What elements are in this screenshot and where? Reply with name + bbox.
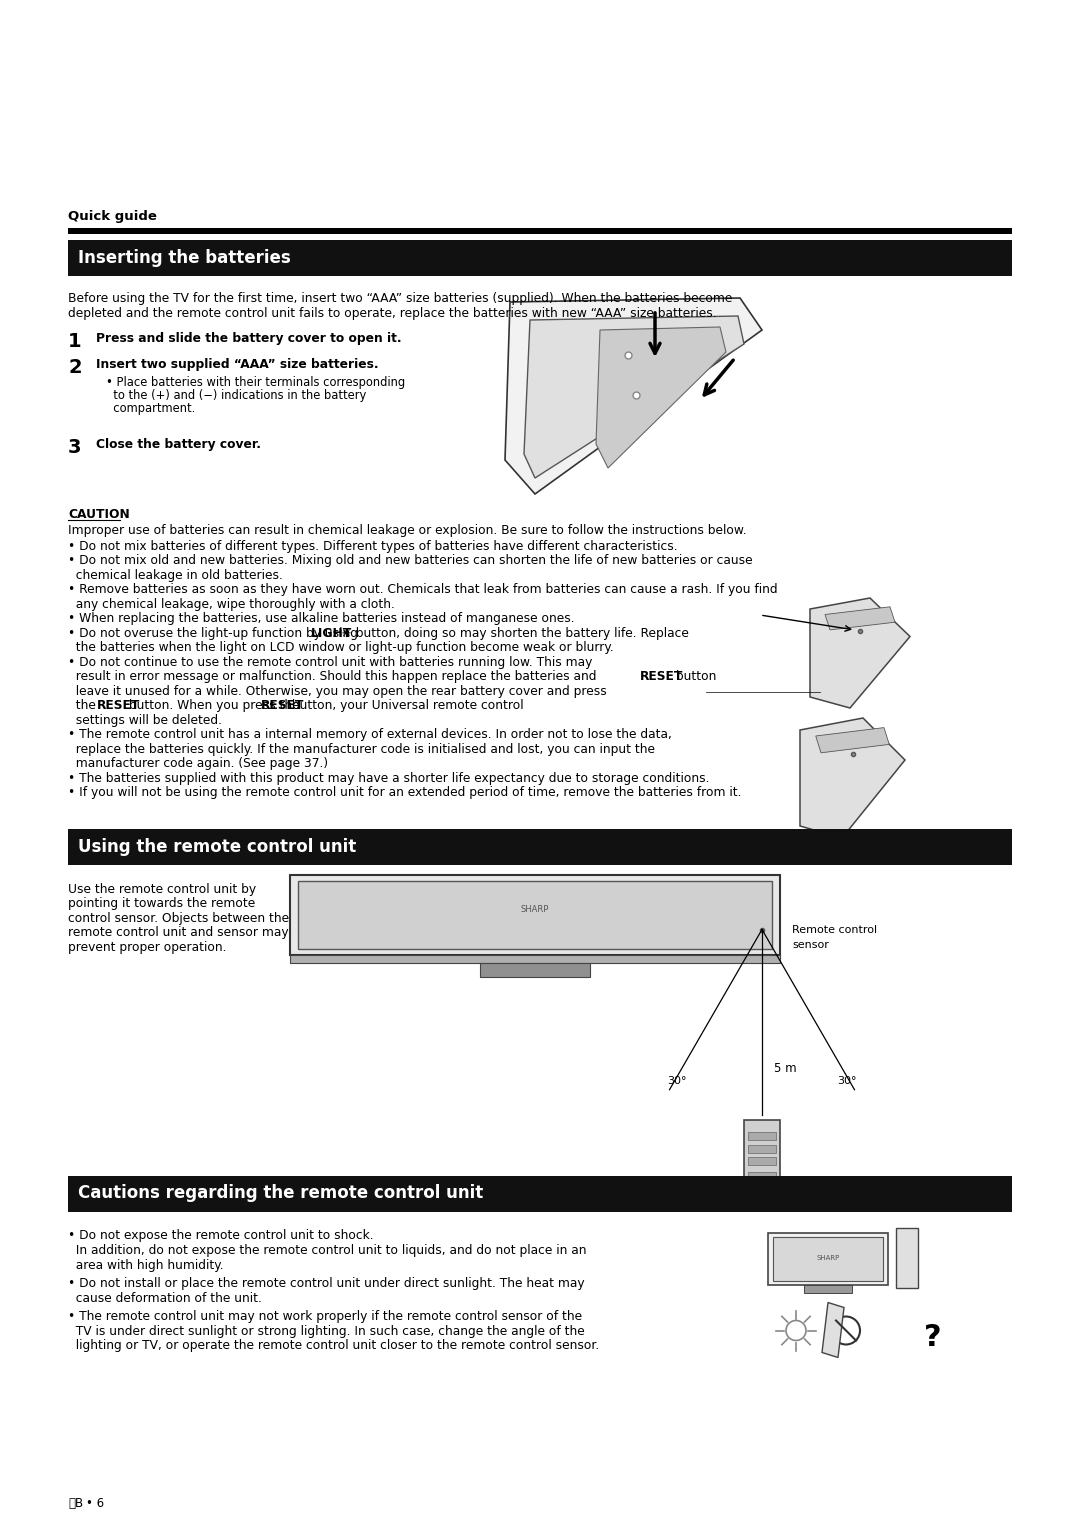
Text: 2: 2 bbox=[68, 358, 82, 377]
Bar bbox=[748, 1144, 777, 1152]
Text: sensor: sensor bbox=[792, 940, 828, 949]
Text: Using the remote control unit: Using the remote control unit bbox=[78, 837, 356, 856]
Circle shape bbox=[832, 1317, 860, 1345]
Text: LIGHT: LIGHT bbox=[310, 626, 352, 640]
Bar bbox=[68, 828, 1012, 865]
Text: settings will be deleted.: settings will be deleted. bbox=[68, 714, 222, 726]
Bar bbox=[68, 228, 1012, 234]
Text: depleted and the remote control unit fails to operate, replace the batteries wit: depleted and the remote control unit fai… bbox=[68, 307, 717, 319]
Text: the: the bbox=[68, 698, 99, 712]
Text: In addition, do not expose the remote control unit to liquids, and do not place : In addition, do not expose the remote co… bbox=[68, 1244, 586, 1258]
Text: Insert two supplied “AAA” size batteries.: Insert two supplied “AAA” size batteries… bbox=[96, 358, 379, 371]
Text: • Do not overuse the light-up function by using: • Do not overuse the light-up function b… bbox=[68, 626, 362, 640]
Bar bbox=[68, 240, 1012, 277]
Text: RESET: RESET bbox=[97, 698, 140, 712]
Text: compartment.: compartment. bbox=[106, 402, 195, 416]
Text: • Do not continue to use the remote control unit with batteries running low. Thi: • Do not continue to use the remote cont… bbox=[68, 656, 592, 669]
Text: leave it unused for a while. Otherwise, you may open the rear battery cover and : leave it unused for a while. Otherwise, … bbox=[68, 685, 607, 697]
Text: • Remove batteries as soon as they have worn out. Chemicals that leak from batte: • Remove batteries as soon as they have … bbox=[68, 584, 778, 596]
Text: • Do not mix old and new batteries. Mixing old and new batteries can shorten the: • Do not mix old and new batteries. Mixi… bbox=[68, 555, 753, 567]
Text: 30°: 30° bbox=[837, 1076, 856, 1086]
Text: ?: ? bbox=[924, 1323, 942, 1352]
Text: 3: 3 bbox=[68, 439, 81, 457]
Text: prevent proper operation.: prevent proper operation. bbox=[68, 941, 227, 953]
Text: • When replacing the batteries, use alkaline batteries instead of manganese ones: • When replacing the batteries, use alka… bbox=[68, 613, 575, 625]
Text: RESET: RESET bbox=[640, 669, 684, 683]
Text: cause deformation of the unit.: cause deformation of the unit. bbox=[68, 1291, 261, 1305]
Text: 1: 1 bbox=[68, 332, 82, 351]
Text: 30°: 30° bbox=[667, 1076, 687, 1086]
Text: any chemical leakage, wipe thoroughly with a cloth.: any chemical leakage, wipe thoroughly wi… bbox=[68, 597, 395, 611]
Polygon shape bbox=[524, 316, 744, 478]
Text: • The remote control unit has a internal memory of external devices. In order no: • The remote control unit has a internal… bbox=[68, 727, 672, 741]
Text: Quick guide: Quick guide bbox=[68, 209, 157, 223]
Polygon shape bbox=[800, 718, 905, 837]
Text: manufacturer code again. (See page 37.): manufacturer code again. (See page 37.) bbox=[68, 756, 328, 770]
Text: • Do not mix batteries of different types. Different types of batteries have dif: • Do not mix batteries of different type… bbox=[68, 539, 677, 553]
Polygon shape bbox=[822, 1302, 843, 1357]
Bar bbox=[744, 1120, 780, 1199]
Text: Improper use of batteries can result in chemical leakage or explosion. Be sure t: Improper use of batteries can result in … bbox=[68, 524, 746, 536]
Polygon shape bbox=[810, 597, 910, 707]
Text: button: button bbox=[672, 669, 716, 683]
Text: • 6: • 6 bbox=[86, 1497, 104, 1510]
Text: replace the batteries quickly. If the manufacturer code is initialised and lost,: replace the batteries quickly. If the ma… bbox=[68, 743, 654, 755]
Text: area with high humidity.: area with high humidity. bbox=[68, 1259, 224, 1271]
Bar bbox=[748, 1172, 777, 1180]
Text: 5 m: 5 m bbox=[774, 1062, 797, 1074]
Polygon shape bbox=[825, 607, 895, 630]
Bar bbox=[68, 1175, 1012, 1212]
Text: Inserting the batteries: Inserting the batteries bbox=[78, 249, 291, 267]
Polygon shape bbox=[815, 727, 889, 753]
Text: • The remote control unit may not work properly if the remote control sensor of : • The remote control unit may not work p… bbox=[68, 1309, 582, 1323]
Text: pointing it towards the remote: pointing it towards the remote bbox=[68, 897, 255, 911]
Bar bbox=[748, 1184, 777, 1192]
Text: • The batteries supplied with this product may have a shorter life expectancy du: • The batteries supplied with this produ… bbox=[68, 772, 710, 784]
Text: • Place batteries with their terminals corresponding: • Place batteries with their terminals c… bbox=[106, 376, 405, 390]
Text: button, your Universal remote control: button, your Universal remote control bbox=[288, 698, 524, 712]
Bar bbox=[291, 874, 780, 955]
Text: lighting or TV, or operate the remote control unit closer to the remote control : lighting or TV, or operate the remote co… bbox=[68, 1339, 599, 1352]
Text: Cautions regarding the remote control unit: Cautions regarding the remote control un… bbox=[78, 1184, 483, 1203]
Text: Before using the TV for the first time, insert two “AAA” size batteries (supplie: Before using the TV for the first time, … bbox=[68, 292, 732, 306]
Bar bbox=[748, 1157, 777, 1164]
Text: SHARP: SHARP bbox=[521, 905, 550, 914]
Bar bbox=[773, 1236, 883, 1280]
Text: • Do not expose the remote control unit to shock.: • Do not expose the remote control unit … bbox=[68, 1230, 374, 1242]
Text: the batteries when the light on LCD window or light-up function become weak or b: the batteries when the light on LCD wind… bbox=[68, 642, 613, 654]
Text: remote control unit and sensor may: remote control unit and sensor may bbox=[68, 926, 288, 940]
Polygon shape bbox=[596, 327, 726, 468]
Circle shape bbox=[786, 1320, 806, 1340]
Text: Use the remote control unit by: Use the remote control unit by bbox=[68, 883, 256, 895]
Text: chemical leakage in old batteries.: chemical leakage in old batteries. bbox=[68, 568, 283, 582]
Bar bbox=[768, 1233, 888, 1285]
Bar bbox=[298, 880, 772, 949]
Text: to the (+) and (−) indications in the battery: to the (+) and (−) indications in the ba… bbox=[106, 390, 366, 402]
Text: result in error message or malfunction. Should this happen replace the batteries: result in error message or malfunction. … bbox=[68, 669, 596, 683]
Bar bbox=[480, 963, 590, 976]
Text: ☀ button, doing so may shorten the battery life. Replace: ☀ button, doing so may shorten the batte… bbox=[337, 626, 689, 640]
Text: button. When you press the: button. When you press the bbox=[124, 698, 303, 712]
Bar bbox=[896, 1227, 918, 1288]
Text: • If you will not be using the remote control unit for an extended period of tim: • If you will not be using the remote co… bbox=[68, 785, 742, 799]
Text: Close the battery cover.: Close the battery cover. bbox=[96, 439, 261, 451]
Text: Remote control: Remote control bbox=[792, 924, 877, 935]
Bar bbox=[748, 1132, 777, 1140]
Bar bbox=[291, 955, 780, 963]
Text: • Do not install or place the remote control unit under direct sunlight. The hea: • Do not install or place the remote con… bbox=[68, 1277, 584, 1290]
Text: TV is under direct sunlight or strong lighting. In such case, change the angle o: TV is under direct sunlight or strong li… bbox=[68, 1325, 584, 1337]
Polygon shape bbox=[505, 298, 762, 494]
Text: control sensor. Objects between the: control sensor. Objects between the bbox=[68, 912, 289, 924]
Text: ⓀB: ⓀB bbox=[68, 1497, 83, 1510]
Bar bbox=[804, 1285, 852, 1293]
Text: CAUTION: CAUTION bbox=[68, 507, 130, 521]
Text: RESET: RESET bbox=[260, 698, 303, 712]
Text: SHARP: SHARP bbox=[816, 1256, 839, 1262]
Text: Press and slide the battery cover to open it.: Press and slide the battery cover to ope… bbox=[96, 332, 402, 345]
